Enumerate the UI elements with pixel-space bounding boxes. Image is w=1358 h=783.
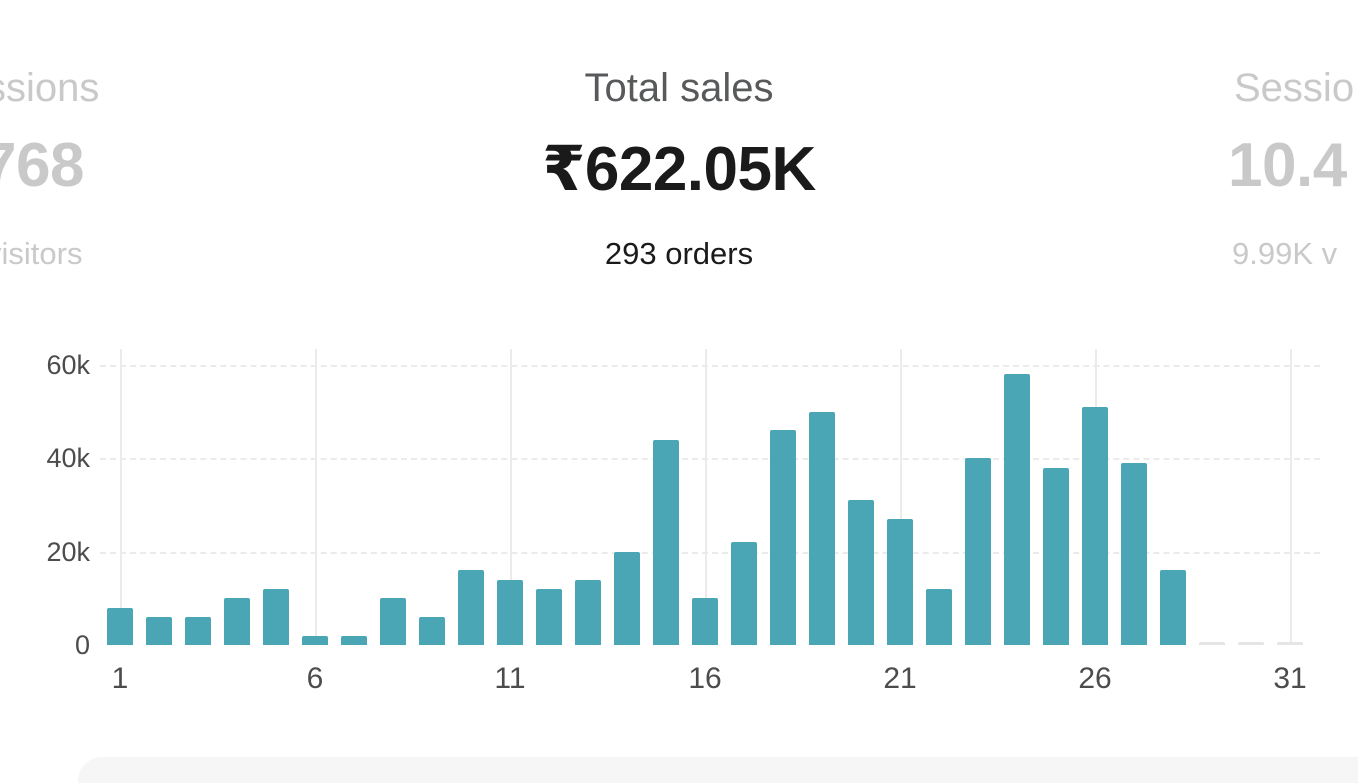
- total-sales-value: ₹622.05K: [542, 135, 816, 204]
- y-tick-label: 20k: [46, 536, 90, 567]
- bar-day-20[interactable]: [848, 500, 874, 645]
- x-tick-label: 1: [111, 662, 129, 695]
- left-stat-title: ssions: [0, 66, 100, 110]
- bar-day-31[interactable]: [1277, 641, 1303, 645]
- bar-day-17[interactable]: [731, 542, 757, 645]
- v-gridline: [120, 349, 122, 645]
- right-stat-value: 10.4: [1228, 131, 1347, 200]
- bottom-sheet-card[interactable]: [78, 757, 1358, 783]
- bar-day-16[interactable]: [692, 598, 718, 645]
- bar-day-2[interactable]: [146, 617, 172, 645]
- bar-day-27[interactable]: [1121, 463, 1147, 645]
- left-stat-value: 768: [0, 131, 84, 200]
- bar-day-15[interactable]: [653, 439, 679, 645]
- bar-day-12[interactable]: [536, 589, 562, 645]
- x-tick-label: 21: [883, 662, 917, 695]
- bar-day-5[interactable]: [263, 589, 289, 645]
- bar-day-1[interactable]: [107, 607, 133, 645]
- bar-day-29[interactable]: [1199, 641, 1225, 645]
- h-gridline: [100, 551, 1320, 554]
- left-stat-subtitle: visitors: [0, 236, 83, 271]
- bar-day-11[interactable]: [497, 579, 523, 645]
- bar-day-21[interactable]: [887, 519, 913, 645]
- bar-day-10[interactable]: [458, 570, 484, 645]
- orders-count: 293 orders: [604, 236, 754, 271]
- v-gridline: [705, 349, 707, 645]
- x-tick-label: 26: [1078, 662, 1112, 695]
- x-tick-label: 11: [494, 662, 526, 695]
- bar-day-4[interactable]: [224, 598, 250, 645]
- y-tick-label: 60k: [46, 350, 90, 380]
- bar-day-25[interactable]: [1043, 467, 1069, 645]
- h-gridline: [100, 365, 1320, 367]
- total-sales-title: Total sales: [584, 66, 774, 110]
- bar-day-18[interactable]: [770, 430, 796, 645]
- y-tick-label: 40k: [46, 443, 90, 474]
- v-gridline: [315, 349, 317, 645]
- bar-day-9[interactable]: [419, 617, 445, 645]
- v-gridline: [510, 349, 512, 645]
- right-stat-title: Sessio: [1234, 66, 1355, 110]
- bar-day-7[interactable]: [341, 635, 367, 645]
- bar-day-19[interactable]: [809, 411, 835, 645]
- bar-day-13[interactable]: [575, 579, 601, 645]
- x-tick-label: 31: [1273, 662, 1307, 695]
- bar-day-14[interactable]: [614, 551, 640, 645]
- v-gridline: [900, 349, 902, 645]
- plot-area: [100, 349, 1320, 645]
- bar-day-30[interactable]: [1238, 641, 1264, 645]
- bar-day-24[interactable]: [1004, 374, 1030, 645]
- bar-day-3[interactable]: [185, 617, 211, 645]
- y-tick-label: 0: [74, 630, 90, 660]
- bar-day-28[interactable]: [1160, 570, 1186, 645]
- x-tick-label: 16: [688, 662, 722, 695]
- bar-day-8[interactable]: [380, 598, 406, 645]
- bar-day-26[interactable]: [1082, 407, 1108, 645]
- bar-day-23[interactable]: [965, 458, 991, 645]
- v-gridline: [1290, 349, 1292, 645]
- bar-day-22[interactable]: [926, 589, 952, 645]
- x-tick-label: 6: [306, 662, 324, 695]
- right-stat-subtitle: 9.99K v: [1232, 236, 1338, 271]
- h-gridline: [100, 458, 1320, 461]
- bar-day-6[interactable]: [302, 635, 328, 645]
